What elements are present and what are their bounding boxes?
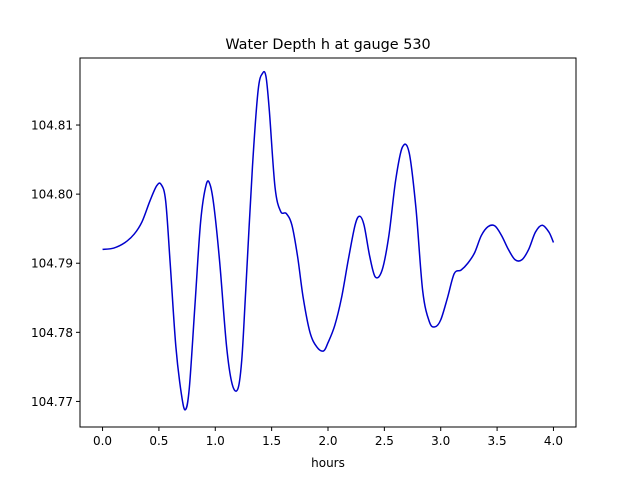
y-tick-label: 104.77 [31,395,73,409]
series-line-0 [102,70,555,411]
x-tick-label: 2.5 [375,434,394,448]
x-axis: 0.0 0.5 1.0 1.5 2.0 2.5 3.0 3.5 4.0 [93,427,563,448]
x-tick-label: 0.5 [149,434,168,448]
y-tick-label: 104.81 [31,119,73,133]
x-tick-label: 1.0 [206,434,225,448]
x-tick-label: 3.0 [431,434,450,448]
x-tick-label: 4.0 [544,434,563,448]
plot-area [102,70,555,411]
y-tick-label: 104.80 [31,188,73,202]
x-tick-label: 0.0 [93,434,112,448]
y-tick-label: 104.79 [31,257,73,271]
x-tick-label: 3.5 [488,434,507,448]
x-tick-label: 1.5 [262,434,281,448]
chart-title: Water Depth h at gauge 530 [225,37,430,53]
y-tick-label: 104.78 [31,326,73,340]
y-axis: 104.77 104.78 104.79 104.80 104.81 [31,119,80,409]
x-tick-label: 2.0 [318,434,337,448]
x-axis-label: hours [311,456,345,470]
